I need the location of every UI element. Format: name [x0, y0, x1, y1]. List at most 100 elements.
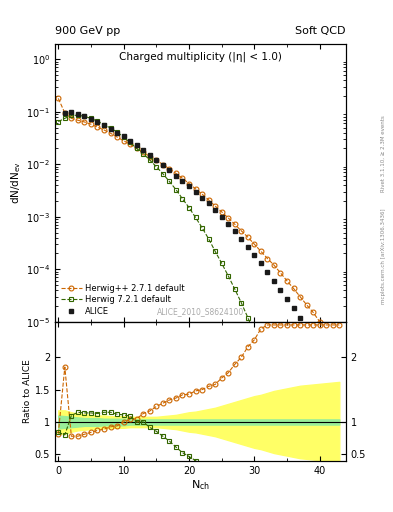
Herwig++ 2.7.1 default	[259, 248, 263, 254]
Herwig 7.2.1 default	[285, 435, 289, 441]
Y-axis label: Ratio to ALICE: Ratio to ALICE	[23, 359, 32, 423]
Herwig 7.2.1 default	[62, 115, 67, 121]
Herwig++ 2.7.1 default	[337, 346, 342, 352]
Herwig++ 2.7.1 default	[56, 95, 61, 101]
Line: Herwig++ 2.7.1 default: Herwig++ 2.7.1 default	[56, 96, 342, 352]
Herwig++ 2.7.1 default	[311, 309, 316, 315]
Herwig++ 2.7.1 default	[206, 197, 211, 203]
Herwig++ 2.7.1 default	[154, 157, 159, 163]
Herwig++ 2.7.1 default	[102, 127, 107, 133]
Herwig 7.2.1 default	[232, 286, 237, 292]
Herwig++ 2.7.1 default	[88, 121, 93, 127]
ALICE	[200, 195, 204, 201]
Herwig 7.2.1 default	[128, 139, 132, 145]
ALICE	[304, 325, 309, 331]
Herwig++ 2.7.1 default	[213, 203, 217, 209]
ALICE	[128, 138, 132, 144]
Herwig 7.2.1 default	[102, 121, 107, 127]
Legend: Herwig++ 2.7.1 default, Herwig 7.2.1 default, ALICE: Herwig++ 2.7.1 default, Herwig 7.2.1 def…	[59, 282, 186, 317]
Herwig++ 2.7.1 default	[147, 154, 152, 160]
ALICE	[317, 346, 322, 352]
Herwig 7.2.1 default	[121, 134, 126, 140]
Herwig 7.2.1 default	[180, 196, 185, 202]
ALICE	[291, 305, 296, 311]
Herwig 7.2.1 default	[252, 330, 257, 336]
Herwig++ 2.7.1 default	[304, 302, 309, 308]
ALICE	[147, 152, 152, 158]
Herwig++ 2.7.1 default	[246, 234, 250, 240]
ALICE	[141, 146, 145, 153]
ALICE	[62, 111, 67, 117]
Herwig++ 2.7.1 default	[69, 115, 74, 121]
Herwig 7.2.1 default	[291, 467, 296, 473]
ALICE	[324, 358, 329, 364]
Herwig++ 2.7.1 default	[298, 293, 303, 300]
ALICE	[226, 221, 231, 227]
Herwig++ 2.7.1 default	[108, 130, 113, 136]
Herwig 7.2.1 default	[213, 248, 217, 254]
Herwig 7.2.1 default	[141, 151, 145, 157]
Text: ALICE_2010_S8624100: ALICE_2010_S8624100	[157, 307, 244, 316]
Herwig 7.2.1 default	[160, 170, 165, 177]
Text: 900 GeV pp: 900 GeV pp	[55, 26, 120, 36]
ALICE	[219, 214, 224, 220]
ALICE	[239, 236, 244, 242]
Text: Charged multiplicity (|η| < 1.0): Charged multiplicity (|η| < 1.0)	[119, 52, 282, 62]
Herwig 7.2.1 default	[69, 113, 74, 119]
Herwig 7.2.1 default	[193, 215, 198, 221]
Herwig++ 2.7.1 default	[324, 327, 329, 333]
Herwig 7.2.1 default	[246, 314, 250, 321]
ALICE	[206, 200, 211, 206]
Text: Soft QCD: Soft QCD	[296, 26, 346, 36]
ALICE	[193, 188, 198, 195]
Herwig 7.2.1 default	[88, 115, 93, 121]
ALICE	[246, 244, 250, 250]
Herwig++ 2.7.1 default	[317, 318, 322, 325]
Herwig 7.2.1 default	[147, 157, 152, 163]
Herwig++ 2.7.1 default	[272, 262, 276, 268]
ALICE	[134, 142, 139, 148]
Herwig 7.2.1 default	[82, 113, 87, 119]
Herwig 7.2.1 default	[219, 260, 224, 266]
Text: mcplots.cern.ch [arXiv:1306.3436]: mcplots.cern.ch [arXiv:1306.3436]	[381, 208, 386, 304]
Herwig++ 2.7.1 default	[115, 134, 119, 140]
Herwig++ 2.7.1 default	[278, 270, 283, 276]
ALICE	[102, 122, 107, 129]
Herwig++ 2.7.1 default	[331, 337, 335, 343]
Herwig 7.2.1 default	[75, 112, 80, 118]
Herwig++ 2.7.1 default	[174, 170, 178, 177]
Herwig 7.2.1 default	[272, 387, 276, 393]
ALICE	[213, 207, 217, 213]
Herwig++ 2.7.1 default	[141, 149, 145, 155]
Herwig++ 2.7.1 default	[200, 191, 204, 197]
Herwig 7.2.1 default	[134, 145, 139, 152]
Herwig 7.2.1 default	[278, 408, 283, 414]
Herwig 7.2.1 default	[239, 300, 244, 306]
Herwig++ 2.7.1 default	[82, 119, 87, 125]
ALICE	[88, 116, 93, 122]
ALICE	[82, 113, 87, 119]
Herwig 7.2.1 default	[56, 119, 61, 125]
ALICE	[285, 296, 289, 302]
Herwig 7.2.1 default	[226, 273, 231, 279]
Herwig 7.2.1 default	[206, 236, 211, 242]
ALICE	[160, 162, 165, 168]
ALICE	[187, 183, 191, 189]
Line: Herwig 7.2.1 default: Herwig 7.2.1 default	[56, 113, 342, 512]
Herwig 7.2.1 default	[259, 348, 263, 354]
Herwig++ 2.7.1 default	[239, 228, 244, 234]
Herwig++ 2.7.1 default	[265, 255, 270, 262]
ALICE	[95, 119, 100, 125]
ALICE	[108, 126, 113, 132]
Text: Rivet 3.1.10, ≥ 2.3M events: Rivet 3.1.10, ≥ 2.3M events	[381, 115, 386, 192]
Herwig++ 2.7.1 default	[291, 285, 296, 291]
ALICE	[232, 228, 237, 234]
Herwig++ 2.7.1 default	[167, 166, 172, 172]
ALICE	[121, 133, 126, 139]
Herwig 7.2.1 default	[108, 125, 113, 131]
ALICE	[115, 130, 119, 136]
ALICE	[180, 178, 185, 184]
Herwig 7.2.1 default	[154, 164, 159, 170]
Herwig++ 2.7.1 default	[121, 138, 126, 144]
Herwig++ 2.7.1 default	[226, 215, 231, 221]
